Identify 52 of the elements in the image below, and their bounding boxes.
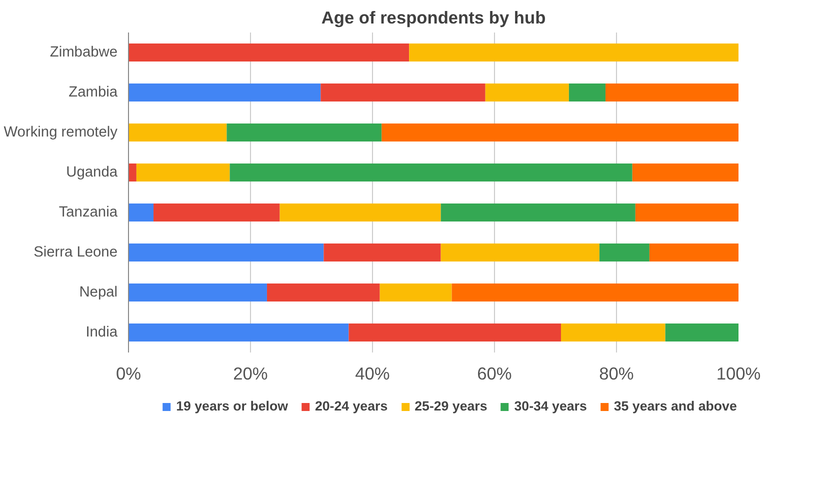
bar	[649, 244, 738, 262]
x-tick-label: 100%	[716, 364, 761, 384]
y-tick-label: Uganda	[66, 164, 118, 180]
bar	[128, 204, 154, 222]
bar	[632, 164, 738, 182]
x-tick-label: 20%	[233, 364, 268, 384]
x-tick-label: 40%	[355, 364, 390, 384]
bar	[128, 124, 227, 142]
y-tick-label: Zimbabwe	[50, 44, 118, 60]
bar	[128, 324, 349, 342]
x-tick-label: 60%	[477, 364, 512, 384]
bar	[635, 204, 738, 222]
bar	[128, 44, 410, 62]
bar	[154, 204, 280, 222]
bar	[382, 124, 738, 142]
bar	[409, 44, 738, 62]
bar	[324, 244, 441, 262]
bar	[452, 284, 738, 302]
chart-title: Age of respondents by hub	[321, 8, 546, 28]
y-tick-label: Working remotely	[4, 124, 118, 140]
bar	[440, 244, 600, 262]
y-tick-label: Sierra Leone	[34, 244, 118, 260]
bar	[128, 284, 267, 302]
bar	[440, 204, 636, 222]
bar	[665, 324, 738, 342]
bar	[599, 244, 650, 262]
legend-label: 30-34 years	[514, 398, 587, 414]
legend-label: 25-29 years	[414, 398, 488, 414]
bar	[136, 164, 230, 182]
legend-label: 19 years or below	[176, 398, 288, 414]
x-tick-label: 80%	[599, 364, 634, 384]
bar	[280, 204, 441, 222]
y-tick-label: Nepal	[79, 284, 118, 300]
y-tick-label: Tanzania	[58, 204, 118, 220]
y-tick-label: India	[86, 324, 118, 340]
bar	[230, 164, 632, 182]
bar	[226, 124, 382, 142]
y-tick-label: Zambia	[68, 84, 118, 100]
legend-label: 20-24 years	[314, 398, 388, 414]
bar	[348, 324, 561, 342]
bar	[320, 84, 486, 102]
bar	[128, 244, 324, 262]
bar	[128, 164, 136, 182]
x-tick-label: 0%	[116, 364, 142, 384]
bar	[128, 84, 321, 102]
legend-label: 35 years and above	[614, 398, 737, 414]
bar	[266, 284, 380, 302]
bar	[560, 324, 666, 342]
bar	[606, 84, 738, 102]
bar	[380, 284, 452, 302]
bar	[568, 84, 606, 102]
bar	[485, 84, 569, 102]
